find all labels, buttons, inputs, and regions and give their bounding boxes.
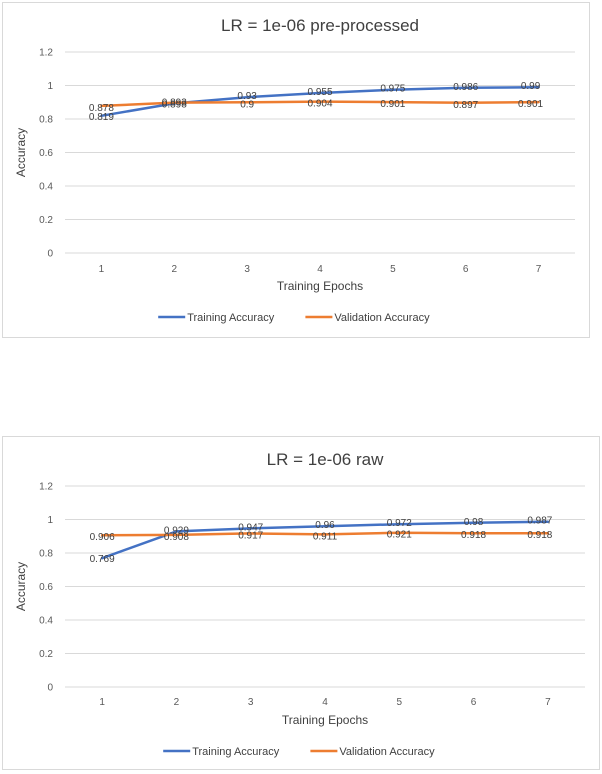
data-label: 0.893 xyxy=(162,97,187,108)
data-label: 0.947 xyxy=(238,522,263,533)
y-tick-label: 0.8 xyxy=(39,549,53,560)
data-label: 0.878 xyxy=(89,103,114,114)
series-line-validation-accuracy xyxy=(100,531,550,537)
x-tick-label: 5 xyxy=(397,697,403,708)
x-tick-label: 7 xyxy=(536,264,542,275)
data-label: 0.98 xyxy=(464,517,484,528)
legend-entry: Training Accuracy xyxy=(192,746,280,758)
x-tick-label: 4 xyxy=(317,264,323,275)
x-tick-label: 1 xyxy=(99,264,105,275)
x-tick-label: 6 xyxy=(463,264,469,275)
data-label: 0.955 xyxy=(307,87,332,98)
y-tick-label: 1.2 xyxy=(39,48,53,59)
y-axis-title: Accuracy xyxy=(14,128,28,177)
x-tick-label: 3 xyxy=(248,697,254,708)
legend-entry: Validation Accuracy xyxy=(334,312,430,324)
data-label: 0.917 xyxy=(238,530,263,541)
y-tick-label: 0 xyxy=(47,683,53,694)
data-label: 0.819 xyxy=(89,112,114,123)
y-tick-label: 0.4 xyxy=(39,616,53,627)
x-axis-title: Training Epochs xyxy=(282,713,368,727)
data-label: 0.987 xyxy=(527,516,552,527)
x-tick-label: 2 xyxy=(172,264,178,275)
chart-pre-processed: LR = 1e-06 pre-processed 0 0.2 0.4 0.6 0.8 1 1.… xyxy=(2,2,590,338)
y-tick-label: 0.6 xyxy=(39,148,53,159)
x-tick-label: 4 xyxy=(322,697,328,708)
chart-raw: LR = 1e-06 raw 0 0.2 0.4 0.6 0.8 1 1.2 1 2 3 4 5 6 7 Tr… xyxy=(2,436,600,770)
x-tick-label: 3 xyxy=(244,264,250,275)
x-tick-label: 2 xyxy=(174,697,180,708)
y-tick-label: 0.4 xyxy=(39,182,53,193)
x-tick-label: 5 xyxy=(390,264,396,275)
y-tick-label: 0.6 xyxy=(39,582,53,593)
y-tick-label: 1.2 xyxy=(39,482,53,493)
data-label: 0.906 xyxy=(90,532,115,543)
y-axis-title: Accuracy xyxy=(14,562,28,611)
x-tick-label: 1 xyxy=(99,697,105,708)
data-label: 0.901 xyxy=(380,99,405,110)
x-tick-label: 7 xyxy=(545,697,551,708)
data-label: 0.9 xyxy=(240,99,254,110)
data-label: 0.897 xyxy=(453,100,478,111)
y-tick-label: 1 xyxy=(47,515,53,526)
data-label: 0.769 xyxy=(90,554,115,565)
data-label: 0.901 xyxy=(518,99,543,110)
data-label: 0.918 xyxy=(461,530,486,541)
data-label: 0.898 xyxy=(162,100,187,111)
x-axis-title: Training Epochs xyxy=(277,279,363,293)
data-label: 0.921 xyxy=(387,530,412,541)
data-label: 0.904 xyxy=(307,99,332,110)
data-label: 0.911 xyxy=(313,531,338,542)
data-label: 0.99 xyxy=(521,81,541,92)
y-tick-label: 0 xyxy=(47,249,53,260)
x-tick-label: 6 xyxy=(471,697,477,708)
series-line-training-accuracy xyxy=(100,520,550,560)
legend-entry: Validation Accuracy xyxy=(339,746,435,758)
series-line-validation-accuracy xyxy=(100,100,540,108)
data-label: 0.96 xyxy=(315,520,335,531)
data-label: 0.93 xyxy=(237,91,257,102)
chart-svg: LR = 1e-06 pre-processed 0 0.2 0.4 0.6 0.8 1 1.… xyxy=(14,16,575,324)
y-tick-label: 0.2 xyxy=(39,215,53,226)
y-tick-label: 1 xyxy=(47,81,53,92)
legend-entry: Training Accuracy xyxy=(187,312,275,324)
data-label: 0.929 xyxy=(164,525,189,536)
data-label: 0.908 xyxy=(164,532,189,543)
y-tick-label: 0.2 xyxy=(39,649,53,660)
chart-title: LR = 1e-06 pre-processed xyxy=(221,16,419,35)
data-label: 0.986 xyxy=(453,82,478,93)
y-tick-label: 0.8 xyxy=(39,115,53,126)
data-label: 0.918 xyxy=(527,530,552,541)
chart-svg: LR = 1e-06 raw 0 0.2 0.4 0.6 0.8 1 1.2 1 2 3 4 5 6 7 Tr… xyxy=(14,450,585,758)
data-label: 0.975 xyxy=(380,84,405,95)
data-label: 0.972 xyxy=(387,518,412,529)
chart-title: LR = 1e-06 raw xyxy=(267,450,384,469)
